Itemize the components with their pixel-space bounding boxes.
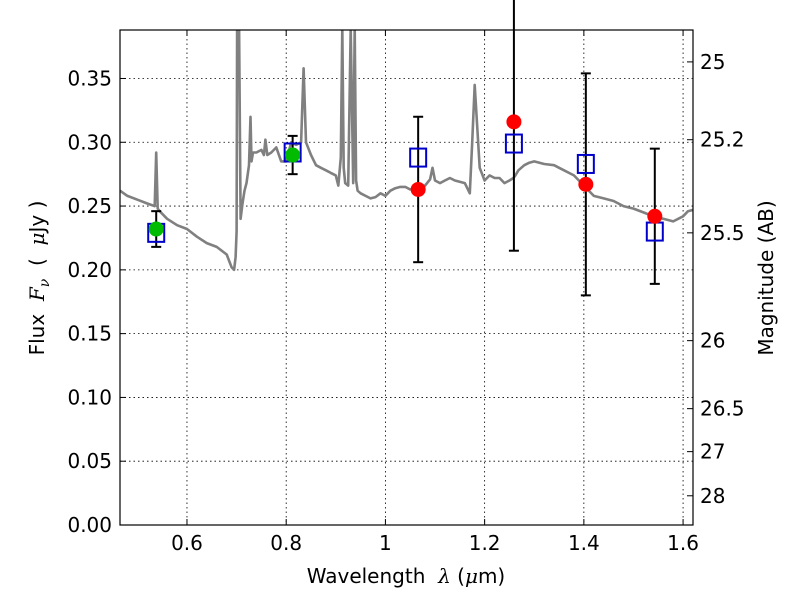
- x-axis-label-unit: m): [478, 564, 505, 588]
- observed-series: [148, 114, 663, 237]
- y-axis-label-nu: ν: [37, 278, 53, 287]
- y-axis: 0.00 0.05 0.10 0.15 0.20 0.25 0.30 0.35: [67, 66, 126, 537]
- y2-tick-label: 25.2: [700, 128, 745, 152]
- y-tick-label: 0.15: [67, 322, 112, 346]
- y-tick-label: 0.05: [67, 449, 112, 473]
- y-tick-label: 0.00: [67, 513, 112, 537]
- y-axis-label-mu: μ: [25, 232, 49, 245]
- model-point: [409, 147, 428, 168]
- x-axis-label: Wavelength λ (μm): [307, 564, 506, 588]
- y2-tick-label: 25: [700, 50, 725, 74]
- x-tick-label: 0.6: [171, 531, 203, 555]
- y2-tick-label: 26.5: [700, 397, 745, 421]
- y-tick-label: 0.25: [67, 194, 112, 218]
- observed-point: [285, 147, 301, 163]
- plot-frame: [119, 29, 694, 526]
- y2-tick-label: 26: [700, 329, 725, 353]
- x-tick-label: 1.2: [469, 531, 501, 555]
- y-tick-label: 0.30: [67, 130, 112, 154]
- x-axis-label-text: Wavelength: [307, 564, 438, 588]
- y2-axis: 25 25.2 25.5 26 26.5 27 28: [687, 50, 745, 508]
- x-axis: 0.6 0.8 1 1.2 1.4 1.6: [171, 30, 699, 555]
- model-point: [504, 133, 523, 154]
- spectrum-line: [120, 30, 693, 272]
- observed-point: [647, 208, 663, 224]
- y-tick-label: 0.20: [67, 258, 112, 282]
- plot-area: [119, 0, 694, 526]
- x-axis-label-mu: μ: [465, 564, 478, 588]
- observed-point: [148, 221, 164, 237]
- y-axis-label-F: F: [25, 286, 49, 302]
- y2-axis-label: Magnitude (AB): [754, 200, 778, 355]
- observed-point: [506, 114, 522, 130]
- x-tick-label: 1: [379, 531, 392, 555]
- y2-tick-label: 25.5: [700, 221, 745, 245]
- x-axis-label-open: (: [451, 564, 465, 588]
- y2-tick-label: 27: [700, 440, 725, 464]
- y-axis-label-open: (: [25, 245, 49, 278]
- y-axis-label-unit: Jy ): [25, 201, 49, 235]
- x-tick-label: 0.8: [270, 531, 302, 555]
- y-axis-label-text: Flux: [25, 301, 49, 355]
- y-tick-label: 0.35: [67, 66, 112, 90]
- x-tick-label: 1.4: [568, 531, 600, 555]
- x-axis-label-lambda: λ: [437, 564, 451, 588]
- model-point: [576, 153, 595, 174]
- gridlines: [120, 30, 693, 526]
- observed-point: [578, 176, 594, 192]
- x-tick-label: 1.6: [667, 531, 699, 555]
- plot-background: [120, 30, 693, 525]
- spectrum-series: [120, 30, 693, 272]
- y2-tick-label: 28: [700, 484, 725, 508]
- observed-point: [410, 181, 426, 197]
- y-tick-label: 0.10: [67, 385, 112, 409]
- y-axis-label: Flux Fν ( μJy ): [25, 201, 53, 356]
